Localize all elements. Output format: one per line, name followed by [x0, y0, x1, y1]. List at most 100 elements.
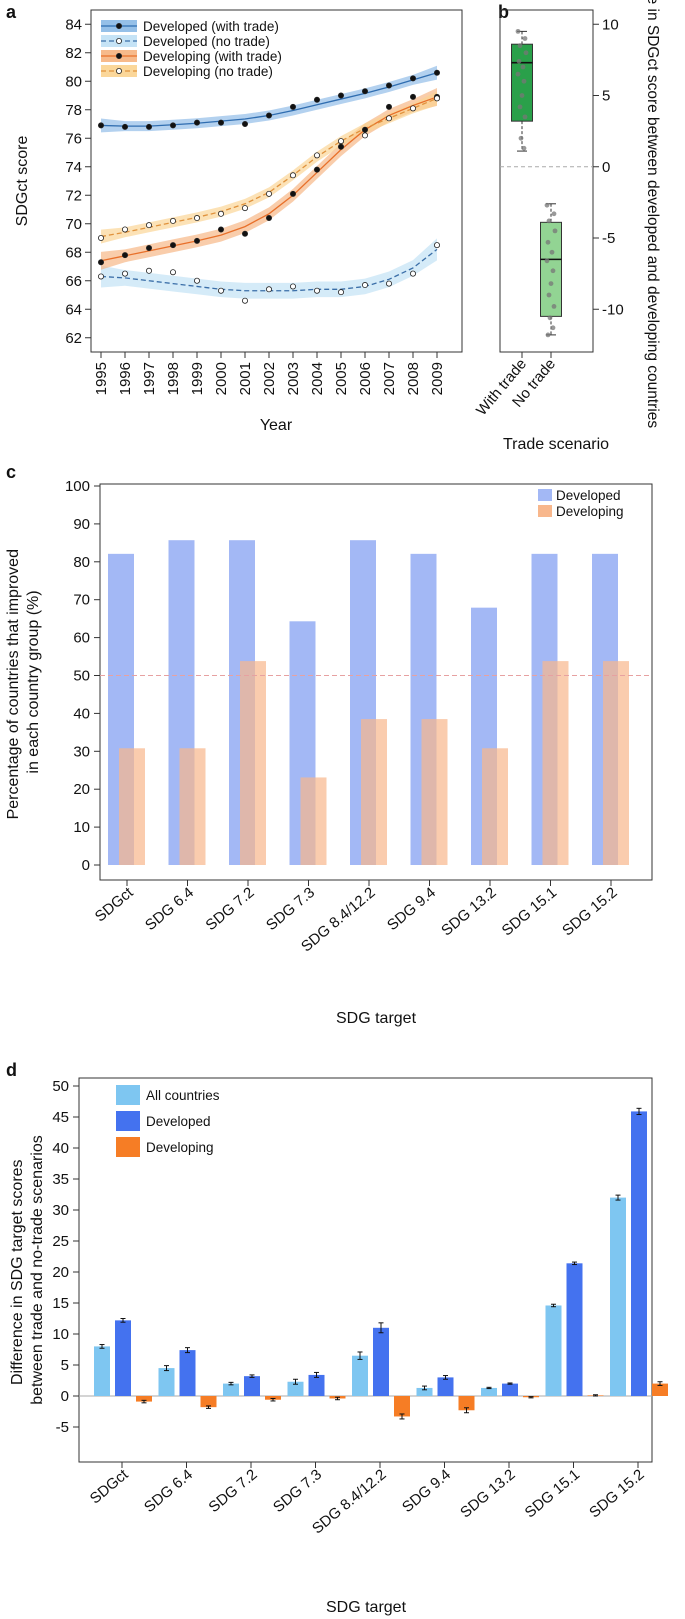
panel-d-y-tick-label: 30: [52, 1202, 69, 1219]
panel-a-x-tick-label: 2001: [237, 362, 254, 395]
panel-a-x-tick-label: 2008: [405, 362, 422, 395]
panel-a-point-developed-no-trade: [98, 273, 105, 280]
panel-c-y-tick-label: 10: [73, 819, 90, 836]
panel-c-x-tick-label: SDGct: [92, 884, 137, 926]
panel-a-point-developing-no-trade: [385, 115, 392, 122]
panel-a-point-developing-with-trade: [145, 244, 152, 251]
panel-a-y-tick-label: 80: [65, 73, 82, 90]
panel-c-y-tick-label: 40: [73, 705, 90, 722]
panel-b-point-no-trade: [546, 218, 552, 224]
panel-a-point-developed-with-trade: [409, 75, 416, 82]
panel-a-point-developing-with-trade: [337, 143, 344, 150]
panel-a-point-developing-no-trade: [241, 205, 248, 212]
panel-c-bar-developing: [300, 777, 327, 865]
panel-a-point-developing-with-trade: [241, 230, 248, 237]
panel-a-legend-marker-developed-with-trade: [116, 22, 123, 29]
panel-a-point-developing-no-trade: [409, 105, 416, 112]
panel-a-point-developed-no-trade: [241, 297, 248, 304]
panel-b-box-with-trade: [511, 43, 533, 122]
panel-c-y-tick-label: 20: [73, 781, 90, 798]
panel-a-legend-marker-developed-no-trade: [116, 38, 123, 45]
panel-c-y-tick-label: 50: [73, 668, 90, 685]
panel-d-plot-frame: [78, 1077, 653, 1463]
panel-a-point-developed-no-trade: [193, 277, 200, 284]
panel-c-bar-developing: [119, 748, 145, 865]
panel-a-legend-label-developing-no-trade: Developing (no trade): [143, 64, 273, 79]
panel-c-x-axis-title: SDG target: [336, 1010, 417, 1027]
panel-a-point-developed-no-trade: [289, 283, 296, 290]
panel-c-bar-developing: [421, 719, 448, 865]
panel-a-point-developing-no-trade: [193, 215, 200, 222]
panel-c-bar-developing: [361, 719, 387, 865]
panel-a-point-developed-no-trade: [145, 267, 152, 274]
panel-c-bar-developing: [603, 661, 629, 865]
panel-a-point-developing-with-trade: [122, 252, 129, 259]
panel-b-point-no-trade: [548, 281, 554, 286]
panel-d-y-axis-title-line1: Difference in SDG target scores: [9, 1159, 26, 1385]
panel-a-point-developed-with-trade: [193, 119, 200, 126]
panel-b-y-axis-title: Difference in SDGct score between develo…: [644, 0, 661, 428]
panel-d-legend-swatch-developing: [116, 1137, 140, 1157]
panel-a-point-developing-with-trade: [265, 215, 272, 222]
panel-a-point-developing-no-trade: [169, 217, 176, 224]
panel-a-point-developed-with-trade: [385, 82, 392, 89]
panel-a-point-developed-with-trade: [433, 69, 440, 76]
panel-a-point-developing-with-trade: [361, 126, 368, 133]
panel-d-x-tick-label: SDG 15.2: [586, 1466, 647, 1521]
panel-b-x-axis-title: Trade scenario: [503, 436, 609, 453]
panel-a-x-tick-label: 1996: [117, 362, 134, 395]
panel-b-point-with-trade: [523, 50, 529, 56]
panel-a-x-tick-label: 2004: [309, 362, 326, 395]
panel-d-bar-all-countries: [158, 1368, 175, 1396]
panel-a-y-tick-label: 82: [65, 45, 82, 62]
panel-a-y-tick-label: 66: [65, 273, 82, 290]
panel-d-x-tick-label: SDG 7.3: [270, 1466, 325, 1516]
panel-d-legend-swatch-developed: [116, 1111, 140, 1131]
panel-a-x-tick-label: 1995: [93, 362, 110, 395]
panel-a-point-developing-no-trade: [265, 190, 272, 197]
panel-a-y-tick-label: 68: [65, 244, 82, 261]
panel-c-y-axis-title-line1: Percentage of countries that improved: [5, 549, 22, 819]
panel-b-point-no-trade: [552, 228, 558, 234]
panel-d-y-tick-label: 10: [52, 1326, 69, 1343]
panel-d-bar-developing: [200, 1396, 217, 1408]
panel-d-x-tick-label: SDGct: [87, 1466, 132, 1508]
panel-c-bar-developing: [179, 748, 206, 865]
panel-a-y-tick-label: 72: [65, 187, 82, 204]
panel-a-point-developing-with-trade: [289, 190, 296, 197]
panel-a-x-axis-title: Year: [260, 417, 293, 434]
panel-a-point-developed-with-trade: [289, 103, 296, 110]
panel-a-x-tick-label: 2006: [357, 362, 374, 395]
panel-d-y-axis-title-line2: between trade and no-trade scenarios: [29, 1135, 46, 1405]
panel-c-y-tick-label: 60: [73, 630, 90, 647]
panel-a-band-developing-no-trade: [101, 91, 437, 244]
panel-d-bar-developed: [179, 1350, 196, 1396]
panel-b-point-with-trade: [522, 114, 528, 120]
panel-b-point-no-trade: [545, 332, 551, 338]
panel-c-x-tick-label: SDG 7.2: [203, 884, 258, 934]
panel-b-y-tick-label: -5: [602, 230, 615, 247]
panel-a-point-developed-with-trade: [313, 96, 320, 103]
panel-d-y-tick-label: 15: [52, 1295, 69, 1312]
panel-label-b: b: [498, 2, 509, 22]
panel-d-bar-developed: [631, 1111, 647, 1396]
panel-c-x-tick-label: SDG 13.2: [438, 884, 499, 939]
panel-d-x-tick-label: SDG 6.4: [141, 1466, 196, 1516]
panel-c-y-axis-title-line2: in each country group (%): [25, 590, 42, 773]
panel-d-y-tick-label: 50: [52, 1078, 69, 1095]
panel-a-point-developed-with-trade: [361, 88, 368, 95]
panel-b-y-tick-label: 5: [602, 88, 610, 105]
panel-c-y-tick-label: 70: [73, 592, 90, 609]
panel-a-x-tick-label: 2003: [285, 362, 302, 395]
panel-b-point-no-trade: [545, 239, 551, 245]
panel-b-point-with-trade: [521, 145, 527, 151]
panel-d-bar-all-countries: [223, 1383, 239, 1396]
panel-a-x-tick-label: 1997: [141, 362, 158, 395]
panel-b-point-with-trade: [520, 64, 526, 70]
panel-a-point-developing-no-trade: [433, 95, 440, 102]
panel-d-bar-chart: Difference in SDG target scores between …: [9, 1077, 668, 1616]
panel-c-x-tick-label: SDG 15.2: [559, 884, 620, 939]
panel-c-x-tick-label: SDG 15.1: [499, 884, 560, 939]
panel-d-bar-developed: [373, 1327, 389, 1396]
panel-a-point-developing-with-trade: [193, 237, 200, 244]
